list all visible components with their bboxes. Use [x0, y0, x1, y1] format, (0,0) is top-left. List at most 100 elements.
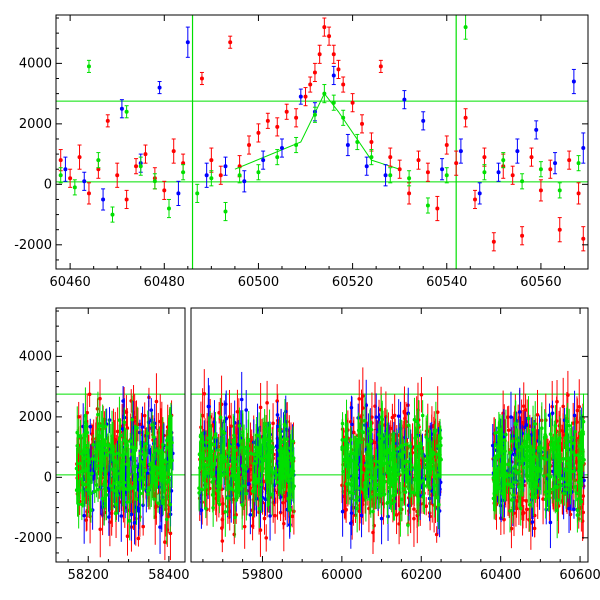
data-point [223, 486, 228, 537]
data-point [212, 452, 217, 505]
data-marker [557, 188, 562, 193]
data-marker [134, 164, 139, 169]
data-marker [81, 468, 85, 473]
data-point [218, 398, 223, 437]
data-marker [419, 392, 424, 397]
data-point [291, 479, 295, 499]
data-marker [424, 504, 429, 508]
data-point [223, 156, 228, 176]
data-marker [277, 456, 281, 461]
data-marker [378, 64, 383, 69]
data-marker [130, 445, 135, 450]
data-marker [212, 477, 217, 481]
data-point [138, 156, 143, 176]
top-plot-area [56, 15, 588, 269]
data-marker [204, 173, 209, 178]
data-marker [289, 471, 294, 476]
data-point [219, 459, 223, 490]
data-point [82, 487, 86, 544]
data-point [239, 371, 244, 428]
data-point [207, 427, 212, 467]
data-marker [482, 155, 487, 160]
data-marker [454, 161, 459, 166]
data-point [216, 437, 220, 464]
data-point [115, 162, 120, 188]
data-marker [227, 415, 232, 419]
data-marker [144, 441, 149, 446]
data-marker [246, 437, 251, 442]
data-point [118, 444, 122, 466]
data-point [200, 471, 205, 508]
data-point [84, 508, 89, 532]
data-marker [226, 463, 231, 467]
data-marker [211, 442, 216, 447]
data-marker [341, 115, 346, 120]
data-marker [244, 491, 249, 496]
data-marker [216, 480, 220, 484]
data-point [86, 59, 91, 73]
data-point [122, 473, 126, 506]
data-point [78, 420, 83, 452]
data-marker [444, 143, 449, 148]
data-point [246, 411, 251, 469]
data-marker [538, 188, 543, 193]
data-marker [150, 480, 155, 484]
data-point [388, 167, 393, 184]
data-point [145, 410, 150, 457]
data-point [83, 440, 88, 466]
data-point [257, 427, 262, 479]
data-marker [350, 100, 355, 105]
data-marker [581, 146, 586, 151]
data-point [101, 417, 106, 463]
y-tick-label: 4000 [19, 56, 52, 71]
data-marker [122, 487, 126, 492]
data-marker [247, 481, 251, 486]
data-point [77, 446, 82, 481]
data-point [161, 417, 165, 473]
data-marker [77, 155, 82, 160]
data-marker [548, 167, 553, 172]
data-marker [416, 158, 421, 163]
data-point [425, 197, 430, 214]
data-point [294, 136, 299, 154]
data-marker [82, 513, 86, 518]
data-marker [388, 426, 393, 431]
data-marker [257, 506, 262, 511]
data-marker [567, 158, 572, 163]
data-point [557, 182, 562, 199]
data-marker [327, 34, 332, 39]
data-point [576, 182, 581, 205]
data-point [143, 451, 148, 490]
data-point [199, 71, 204, 86]
data-point [166, 421, 171, 474]
data-marker [291, 439, 295, 444]
data-marker [220, 539, 225, 543]
data-marker [125, 426, 130, 430]
data-point [336, 59, 341, 79]
data-marker [161, 442, 165, 447]
data-point [87, 441, 91, 480]
data-point [273, 462, 278, 480]
data-marker [108, 484, 113, 488]
data-point [276, 468, 281, 497]
data-point [407, 170, 412, 187]
data-marker [106, 486, 111, 490]
data-point [248, 495, 253, 535]
data-marker [240, 464, 245, 468]
data-point [477, 182, 482, 205]
data-point [355, 133, 360, 151]
data-marker [77, 461, 82, 466]
x-tick-label: 60480 [144, 275, 185, 290]
data-point [279, 138, 284, 158]
data-marker [317, 52, 322, 57]
data-marker [151, 453, 156, 457]
data-marker [331, 100, 336, 105]
data-point [265, 422, 269, 458]
data-marker [278, 465, 283, 470]
data-marker [255, 445, 259, 450]
data-marker [276, 480, 281, 485]
data-point [154, 470, 158, 497]
data-point [75, 406, 80, 459]
data-point [171, 138, 176, 164]
data-point [170, 433, 174, 488]
